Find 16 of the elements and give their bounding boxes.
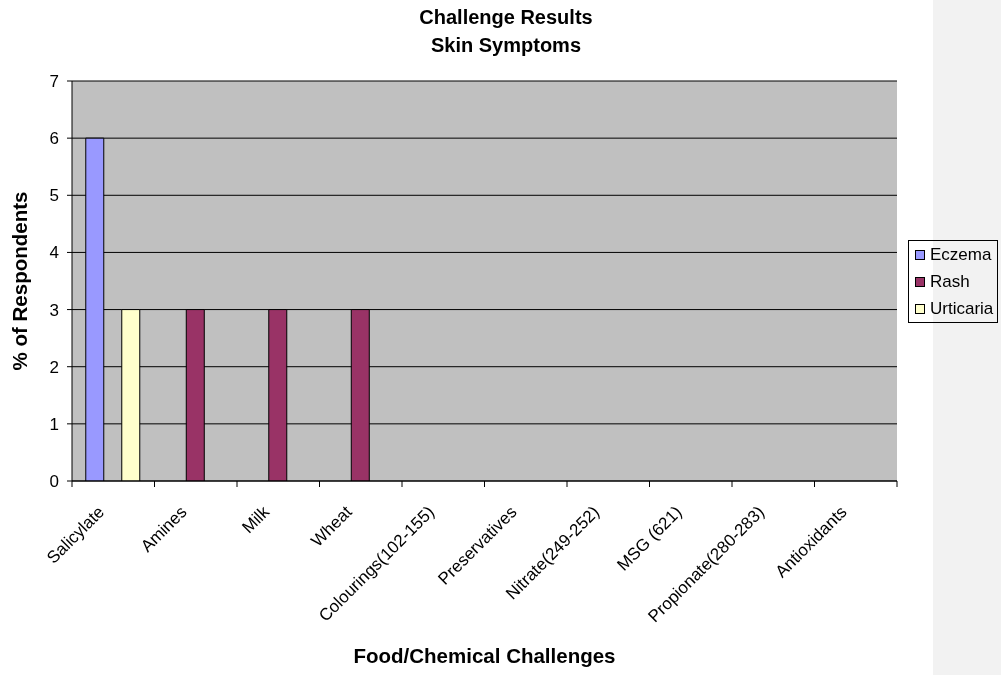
- y-axis-title: % of Respondents: [7, 191, 31, 371]
- y-tick-label: 6: [49, 129, 59, 149]
- x-tick-label: Milk: [238, 502, 274, 538]
- y-tick-label: 3: [49, 300, 59, 320]
- y-tick-label: 0: [49, 472, 59, 492]
- chart-subtitle: Skin Symptoms: [429, 33, 582, 58]
- legend-label: Eczema: [930, 244, 992, 266]
- y-tick-label: 2: [49, 357, 59, 377]
- chart-title: Challenge Results: [418, 5, 594, 30]
- y-tick-label: 7: [49, 72, 59, 92]
- legend-label: Urticaria: [930, 298, 994, 320]
- y-tick-label: 4: [49, 243, 59, 263]
- y-tick-label: 5: [49, 186, 59, 206]
- y-tick-label: 1: [49, 414, 59, 434]
- x-axis-title: Food/Chemical Challenges: [353, 644, 616, 667]
- legend-label: Rash: [930, 271, 970, 293]
